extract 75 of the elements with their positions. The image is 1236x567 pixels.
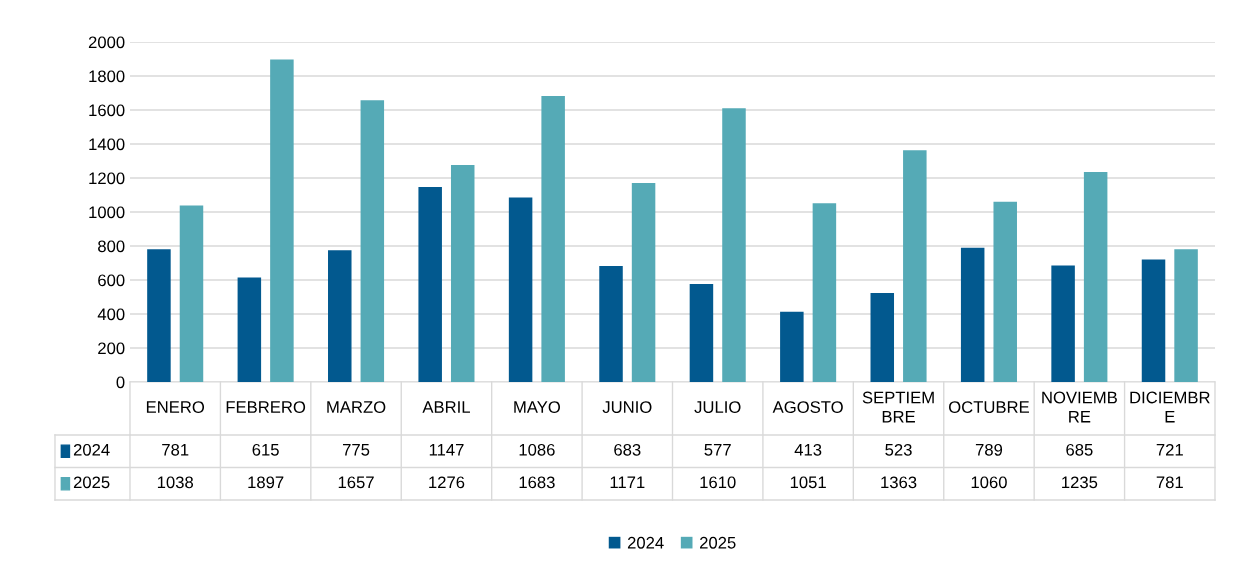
text: 2024 [627,536,664,549]
legend-label: 2024 [73,443,110,456]
data-label: 721 [1156,443,1183,456]
data-label: 1610 [700,476,736,489]
data-label: 1086 [519,443,555,456]
x-tick-label: FEBRERO [226,401,306,413]
data-label: 1147 [429,444,464,456]
y-tick-label: 2000 [88,36,125,49]
y-tick-label: 600 [98,274,125,287]
y-tick-label: 0 [116,376,125,389]
bar [903,150,927,382]
data-label: 577 [704,444,731,456]
bar [689,283,714,382]
data-label: 615 [252,443,279,456]
bar [418,187,442,382]
y-tick-label: 400 [97,308,125,321]
data-label: 1363 [881,476,917,489]
bar [960,247,985,382]
data-label: 413 [794,443,822,456]
data-label: 685 [1066,443,1093,456]
x-tick-label: SEPTIEMBRE [862,391,934,423]
y-tick-label: 800 [98,240,125,253]
data-label: 1657 [338,476,374,489]
data-label: 683 [614,443,641,456]
y-tick-label: 1800 [89,70,125,83]
y-tick-label: 1200 [89,172,125,185]
x-tick-label: DICIEMBRE [1130,391,1210,423]
bar [1141,259,1166,382]
x-tick-label: MAYO [514,401,560,413]
bar [179,205,204,382]
data-label: 1235 [1062,476,1098,489]
data-label: 1038 [157,476,194,489]
bar [1051,265,1075,382]
bar [237,277,262,382]
bar [599,265,623,382]
x-tick-label: ENERO [146,401,205,413]
x-tick-label: ABRIL [422,401,470,413]
bar [722,108,746,382]
data-label: 1276 [429,476,465,489]
bar [508,197,533,382]
y-tick-label: 1600 [89,104,125,117]
bar [870,293,895,382]
data-label: 789 [975,443,1003,456]
bar [631,182,656,382]
data-label: 1060 [971,476,1007,489]
data-label: 1683 [519,476,555,489]
bar [812,203,837,382]
x-tick-label: MARZO [327,401,386,413]
x-tick-label: JULIO [694,401,741,413]
bar [328,250,352,382]
bar [780,311,804,382]
data-label: 523 [885,443,912,456]
bar [270,59,294,382]
data-label: 1171 [610,476,645,489]
x-tick-label: OCTUBRE [949,401,1029,413]
bar [993,201,1017,382]
x-tick-label: AGOSTO [772,401,843,413]
x-tick-label: JUNIO [602,401,652,413]
bar [541,95,565,382]
bar [1083,172,1108,382]
data-label: 1051 [790,476,826,489]
y-tick-label: 1000 [89,206,125,219]
data-label: 1897 [248,476,284,489]
data-label: 775 [342,444,370,456]
x-tick-label: NOVIEMBRE [1042,391,1117,423]
text: 2025 [700,536,736,549]
bar [360,100,385,382]
data-label: 781 [1156,476,1183,489]
bar [147,249,171,382]
y-tick-label: 200 [98,342,125,355]
legend-label: 2025 [73,476,110,489]
bar [450,165,475,382]
data-label: 781 [162,443,189,456]
y-tick-label: 1400 [89,138,125,151]
bar [1174,249,1198,382]
